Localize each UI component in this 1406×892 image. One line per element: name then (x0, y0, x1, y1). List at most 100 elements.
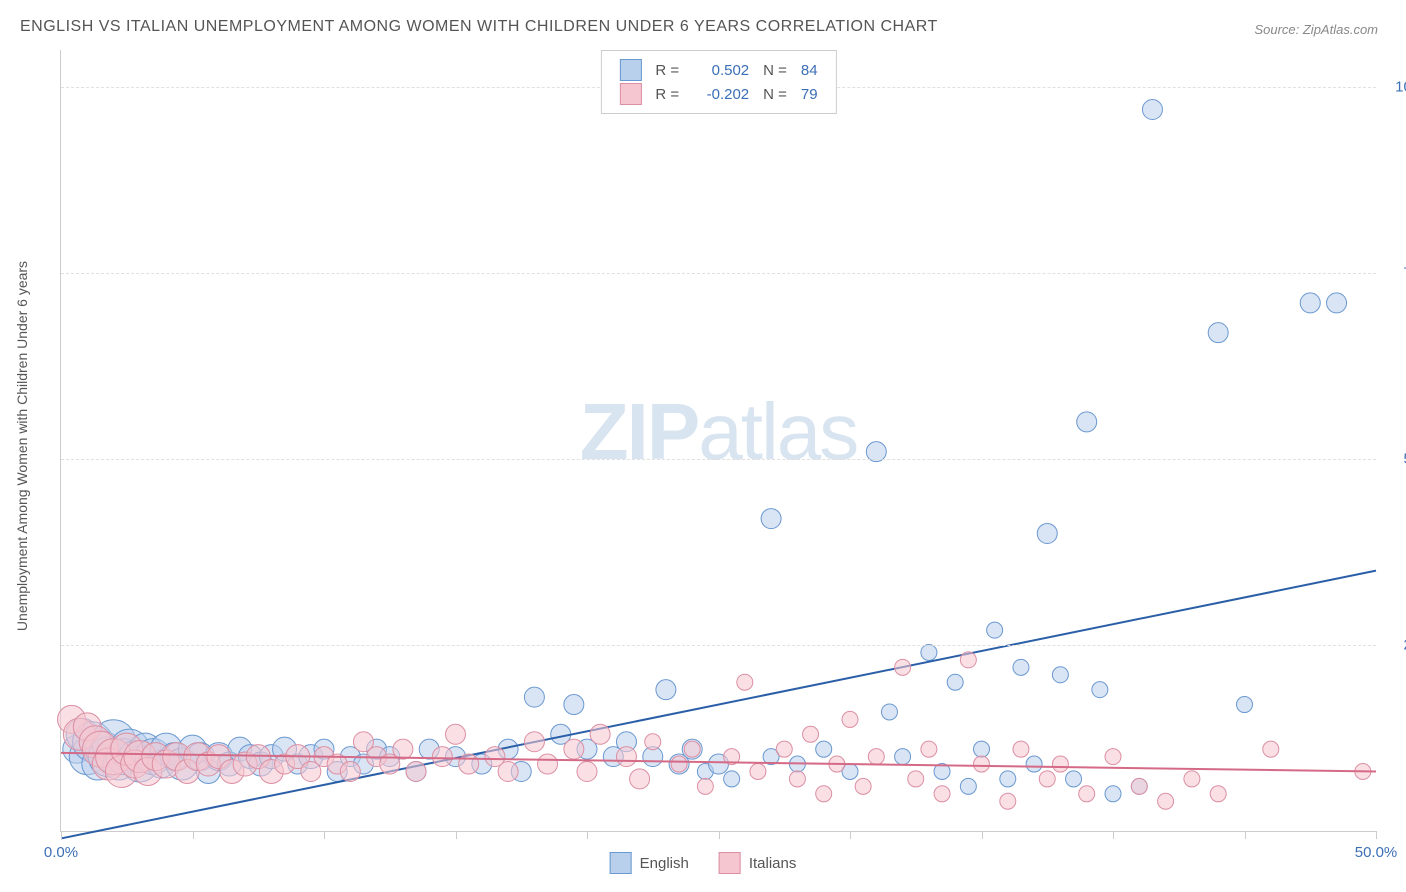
x-tick (1245, 831, 1246, 839)
data-point (789, 771, 805, 787)
data-point (1052, 667, 1068, 683)
data-point (908, 771, 924, 787)
data-point (761, 509, 781, 529)
n-value: 84 (801, 62, 818, 79)
x-max-label: 50.0% (1355, 844, 1398, 861)
legend-stat-row: R =-0.202N =79 (619, 83, 817, 105)
data-point (590, 724, 610, 744)
data-point (564, 695, 584, 715)
data-point (1208, 323, 1228, 343)
data-point (776, 741, 792, 757)
data-point (1000, 793, 1016, 809)
data-point (1079, 786, 1095, 802)
data-point (1327, 293, 1347, 313)
legend-label: Italians (749, 855, 797, 872)
data-point (816, 786, 832, 802)
data-point (656, 680, 676, 700)
legend-swatch (619, 83, 641, 105)
data-point (459, 754, 479, 774)
data-point (406, 761, 426, 781)
legend-bottom: English Italians (610, 852, 797, 874)
data-point (987, 622, 1003, 638)
data-point (564, 739, 584, 759)
source-attribution: Source: ZipAtlas.com (1254, 22, 1378, 37)
legend-label: English (640, 855, 689, 872)
data-point (1026, 756, 1042, 772)
data-point (1013, 659, 1029, 675)
data-point (498, 761, 518, 781)
grid-line (61, 273, 1376, 274)
data-point (960, 778, 976, 794)
data-point (1052, 756, 1068, 772)
data-point (1105, 786, 1121, 802)
data-point (816, 741, 832, 757)
data-point (947, 674, 963, 690)
legend-item: English (610, 852, 689, 874)
data-point (1077, 412, 1097, 432)
data-point (630, 769, 650, 789)
data-point (645, 734, 661, 750)
legend-item: Italians (719, 852, 797, 874)
data-point (1037, 523, 1057, 543)
y-tick-label: 25.0% (1386, 637, 1406, 654)
data-point (671, 756, 687, 772)
grid-line (61, 459, 1376, 460)
data-point (524, 732, 544, 752)
data-point (524, 687, 544, 707)
y-tick-label: 75.0% (1386, 265, 1406, 282)
data-point (1092, 682, 1108, 698)
x-tick (587, 831, 588, 839)
data-point (616, 747, 636, 767)
legend-swatch (619, 59, 641, 81)
x-tick (1113, 831, 1114, 839)
data-point (881, 704, 897, 720)
data-point (737, 674, 753, 690)
data-point (446, 724, 466, 744)
chart-title: ENGLISH VS ITALIAN UNEMPLOYMENT AMONG WO… (20, 18, 938, 36)
data-point (1131, 778, 1147, 794)
r-value: 0.502 (693, 62, 749, 79)
trend-line (61, 571, 1376, 839)
data-point (577, 761, 597, 781)
data-point (921, 644, 937, 660)
data-point (684, 741, 700, 757)
chart-svg (61, 50, 1376, 831)
grid-line (61, 645, 1376, 646)
data-point (340, 761, 360, 781)
r-value: -0.202 (693, 86, 749, 103)
data-point (895, 749, 911, 765)
data-point (921, 741, 937, 757)
data-point (934, 786, 950, 802)
data-point (724, 771, 740, 787)
data-point (1039, 771, 1055, 787)
data-point (697, 778, 713, 794)
r-label: R = (655, 62, 679, 79)
legend-swatch (610, 852, 632, 874)
x-origin-label: 0.0% (44, 844, 78, 861)
data-point (1142, 100, 1162, 120)
x-tick (982, 831, 983, 839)
data-point (960, 652, 976, 668)
data-point (1210, 786, 1226, 802)
data-point (1066, 771, 1082, 787)
data-point (855, 778, 871, 794)
data-point (895, 659, 911, 675)
data-point (1013, 741, 1029, 757)
data-point (750, 763, 766, 779)
data-point (1263, 741, 1279, 757)
data-point (1105, 749, 1121, 765)
data-point (868, 749, 884, 765)
data-point (842, 711, 858, 727)
n-label: N = (763, 62, 787, 79)
x-tick (1376, 831, 1377, 839)
x-tick (850, 831, 851, 839)
legend-top: R = 0.502 N = 84 R =-0.202N =79 (600, 50, 836, 114)
data-point (432, 747, 452, 767)
y-axis-label: Unemployment Among Women with Children U… (14, 261, 30, 631)
data-point (974, 741, 990, 757)
x-tick (193, 831, 194, 839)
x-tick (456, 831, 457, 839)
data-point (1300, 293, 1320, 313)
x-tick (719, 831, 720, 839)
data-point (1184, 771, 1200, 787)
